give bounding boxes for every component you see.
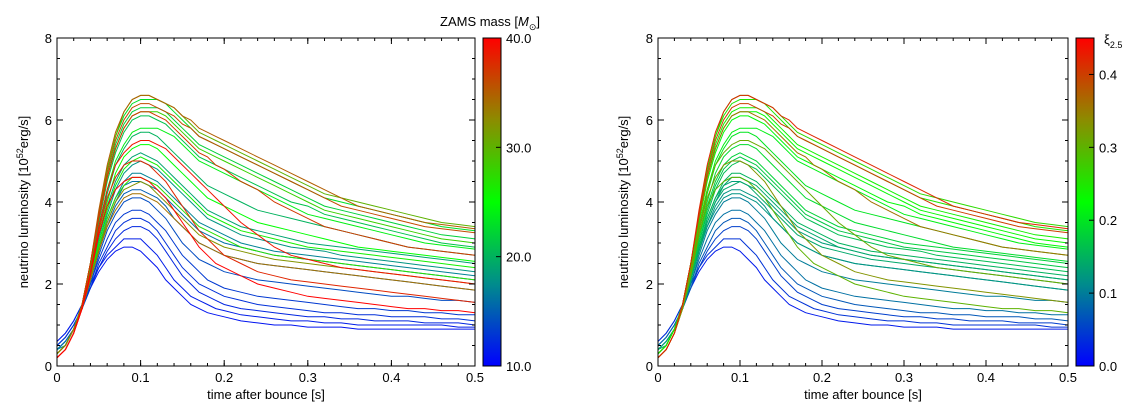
y-tick-label: 8 bbox=[45, 31, 52, 46]
series-line-mass-13 bbox=[57, 209, 475, 346]
y-axis-label: neutrino luminosity [1052erg/s] bbox=[615, 116, 631, 289]
series-line-mass-37 bbox=[57, 111, 475, 359]
x-tick-label: 0 bbox=[53, 370, 60, 385]
series-line-mass-15 bbox=[658, 189, 1068, 350]
colorbar-tick-label: 0.1 bbox=[1099, 286, 1117, 301]
y-tick-label: 0 bbox=[45, 359, 52, 374]
series-line-mass-36 bbox=[658, 103, 1068, 359]
y-tick-label: 4 bbox=[646, 195, 653, 210]
colorbar-tick-label: 0.4 bbox=[1099, 67, 1117, 82]
series-line-mass-13 bbox=[658, 209, 1068, 346]
y-tick-label: 6 bbox=[45, 113, 52, 128]
x-tick-label: 0.5 bbox=[466, 370, 484, 385]
series-line-mass-25 bbox=[658, 144, 1068, 355]
y-tick-label: 2 bbox=[646, 277, 653, 292]
x-tick-label: 0.5 bbox=[1059, 370, 1077, 385]
colorbar-tick-label: 0.3 bbox=[1099, 140, 1117, 155]
colorbar-title: ZAMS mass [M⊙] bbox=[440, 14, 540, 32]
series-line-mass-18 bbox=[57, 160, 475, 355]
series-line-mass-36 bbox=[57, 103, 475, 359]
x-tick-label: 0.2 bbox=[813, 370, 831, 385]
colorbar-title: ξ2.5 bbox=[1104, 32, 1122, 50]
series-line-mass-39 bbox=[658, 140, 1068, 359]
y-axis-label: neutrino luminosity [1052erg/s] bbox=[15, 116, 31, 289]
axis-ticks: 0 0.1 0.2 0.3 0.4 0.5 0 2 4 6 8 bbox=[646, 31, 1077, 385]
colorbar-tick-label: 20.0 bbox=[506, 250, 531, 265]
series-line-mass-38 bbox=[658, 160, 1068, 359]
y-tick-label: 2 bbox=[45, 277, 52, 292]
colorbar-tick-label: 0.2 bbox=[1099, 213, 1117, 228]
series-line-mass-40 bbox=[57, 176, 475, 359]
colorbar-tick-label: 30.0 bbox=[506, 140, 531, 155]
series-line-mass-14 bbox=[658, 197, 1068, 350]
colorbar bbox=[1075, 37, 1095, 367]
x-tick-label: 0.1 bbox=[132, 370, 150, 385]
series-line-mass-21 bbox=[57, 115, 475, 355]
series-line-mass-40 bbox=[658, 176, 1068, 359]
series-line-mass-12.5 bbox=[57, 217, 475, 346]
series-line-mass-34 bbox=[57, 193, 475, 355]
series-lines bbox=[658, 94, 1068, 359]
series-line-mass-12 bbox=[57, 226, 475, 346]
y-tick-label: 8 bbox=[646, 31, 653, 46]
chart-panel-xi: 0 0.1 0.2 0.3 0.4 0.5 0 2 4 6 8 time after bounce … bbox=[615, 31, 1122, 402]
x-axis-label: time after bounce [s] bbox=[207, 387, 325, 402]
series-line-mass-27 bbox=[57, 176, 475, 355]
colorbar-tick-label: 40.0 bbox=[506, 31, 531, 46]
y-tick-label: 4 bbox=[45, 195, 52, 210]
series-line-mass-12.5 bbox=[658, 217, 1068, 346]
x-tick-label: 0.4 bbox=[977, 370, 995, 385]
y-tick-label: 0 bbox=[646, 359, 653, 374]
series-line-mass-37 bbox=[658, 111, 1068, 359]
colorbar-ticks: 0.0 0.1 0.2 0.3 0.4 bbox=[1089, 67, 1117, 374]
y-tick-label: 6 bbox=[646, 113, 653, 128]
series-line-mass-14 bbox=[57, 197, 475, 350]
series-line-mass-21 bbox=[658, 115, 1068, 355]
chart-panel-mass: 0 0.1 0.2 0.3 0.4 0.5 0 2 4 6 8 time after bounce … bbox=[15, 14, 540, 402]
series-line-mass-35 bbox=[57, 94, 475, 359]
series-line-mass-34 bbox=[658, 193, 1068, 355]
colorbar bbox=[482, 37, 502, 367]
x-axis-label: time after bounce [s] bbox=[804, 387, 922, 402]
colorbar-ticks: 10.0 20.0 30.0 40.0 bbox=[496, 31, 531, 374]
series-line-mass-26 bbox=[658, 156, 1068, 355]
series-lines bbox=[57, 94, 475, 359]
series-line-mass-25 bbox=[57, 144, 475, 355]
x-tick-label: 0.3 bbox=[299, 370, 317, 385]
x-tick-label: 0.2 bbox=[215, 370, 233, 385]
series-line-mass-11 bbox=[57, 246, 475, 342]
axis-ticks: 0 0.1 0.2 0.3 0.4 0.5 0 2 4 6 8 bbox=[45, 31, 484, 385]
series-line-mass-17 bbox=[658, 172, 1068, 351]
x-tick-label: 0.4 bbox=[382, 370, 400, 385]
series-line-mass-26 bbox=[57, 156, 475, 355]
series-line-mass-35 bbox=[658, 94, 1068, 359]
colorbar-tick-label: 10.0 bbox=[506, 359, 531, 374]
colorbar-tick-label: 0.0 bbox=[1099, 359, 1117, 374]
series-line-mass-11 bbox=[658, 246, 1068, 342]
series-line-mass-30 bbox=[57, 94, 475, 355]
x-tick-label: 0.3 bbox=[895, 370, 913, 385]
series-line-mass-30 bbox=[658, 94, 1068, 355]
series-line-mass-12 bbox=[658, 226, 1068, 346]
series-line-mass-15 bbox=[57, 189, 475, 350]
x-tick-label: 0 bbox=[654, 370, 661, 385]
series-line-mass-39 bbox=[57, 140, 475, 359]
series-line-mass-18 bbox=[658, 160, 1068, 355]
series-line-mass-38 bbox=[57, 160, 475, 359]
series-line-mass-11.5 bbox=[57, 238, 475, 342]
series-line-mass-11.5 bbox=[658, 238, 1068, 342]
x-tick-label: 0.1 bbox=[731, 370, 749, 385]
